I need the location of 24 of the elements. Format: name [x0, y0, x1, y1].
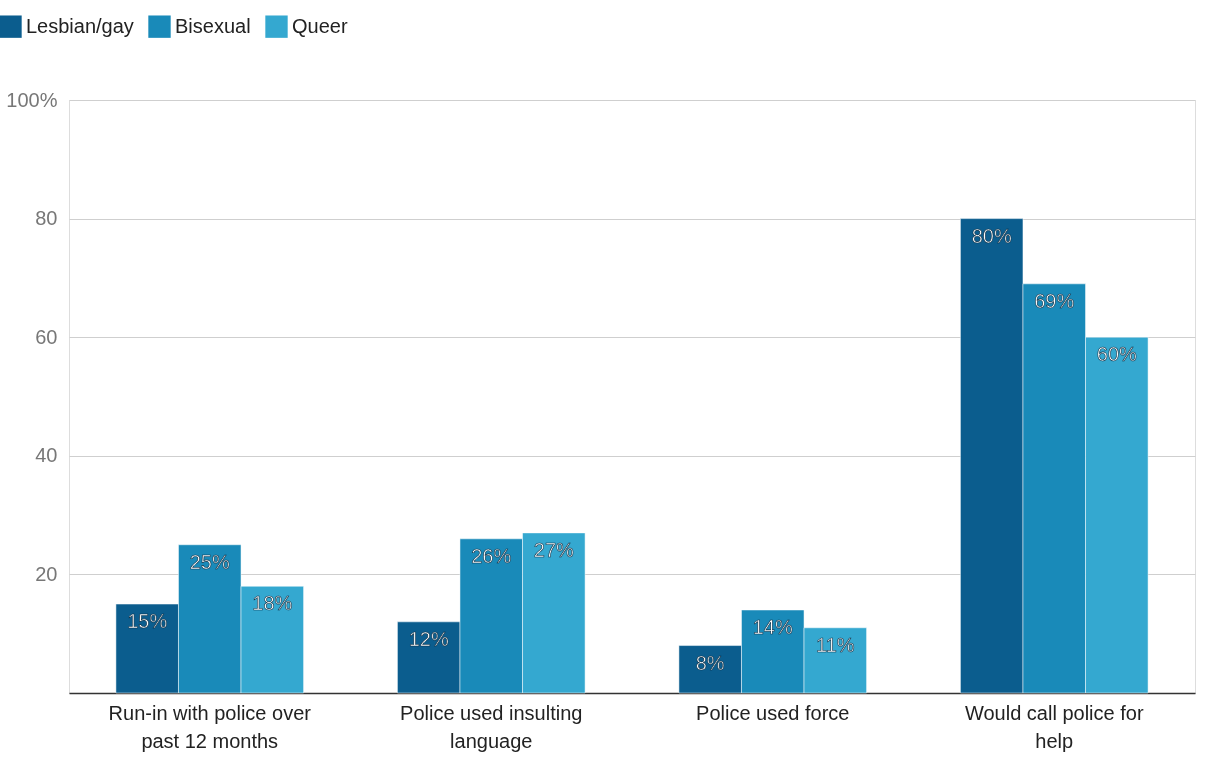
- legend-label: Queer: [292, 14, 348, 37]
- data-label: 8%: [695, 651, 725, 674]
- x-tick-label: Police used insulting language: [400, 701, 583, 752]
- data-label: 26%: [471, 544, 512, 567]
- data-label: 18%: [252, 592, 293, 615]
- y-tick-label: 100%: [6, 88, 58, 111]
- y-tick-label: 80: [35, 207, 58, 230]
- data-label: 27%: [533, 538, 575, 561]
- legend-label: Bisexual: [175, 14, 251, 37]
- data-label: 14%: [752, 615, 793, 638]
- legend-label: Lesbian/gay: [26, 14, 134, 37]
- y-tick-label: 40: [35, 444, 58, 467]
- x-tick-label: Run-in with police over past 12 months: [108, 701, 312, 752]
- data-label: 60%: [1096, 343, 1138, 366]
- x-tick-label: Would call police for help: [964, 701, 1144, 752]
- data-label: 11%: [816, 633, 855, 656]
- data-label: 12%: [408, 627, 449, 650]
- data-label: 15%: [127, 610, 168, 633]
- data-label: 25%: [189, 550, 230, 573]
- x-tick-label: Police used force: [696, 701, 850, 724]
- y-tick-label: 20: [35, 562, 58, 585]
- y-tick-label: 60: [35, 325, 58, 348]
- data-label: 80%: [971, 224, 1012, 247]
- data-label: 69%: [1034, 289, 1075, 312]
